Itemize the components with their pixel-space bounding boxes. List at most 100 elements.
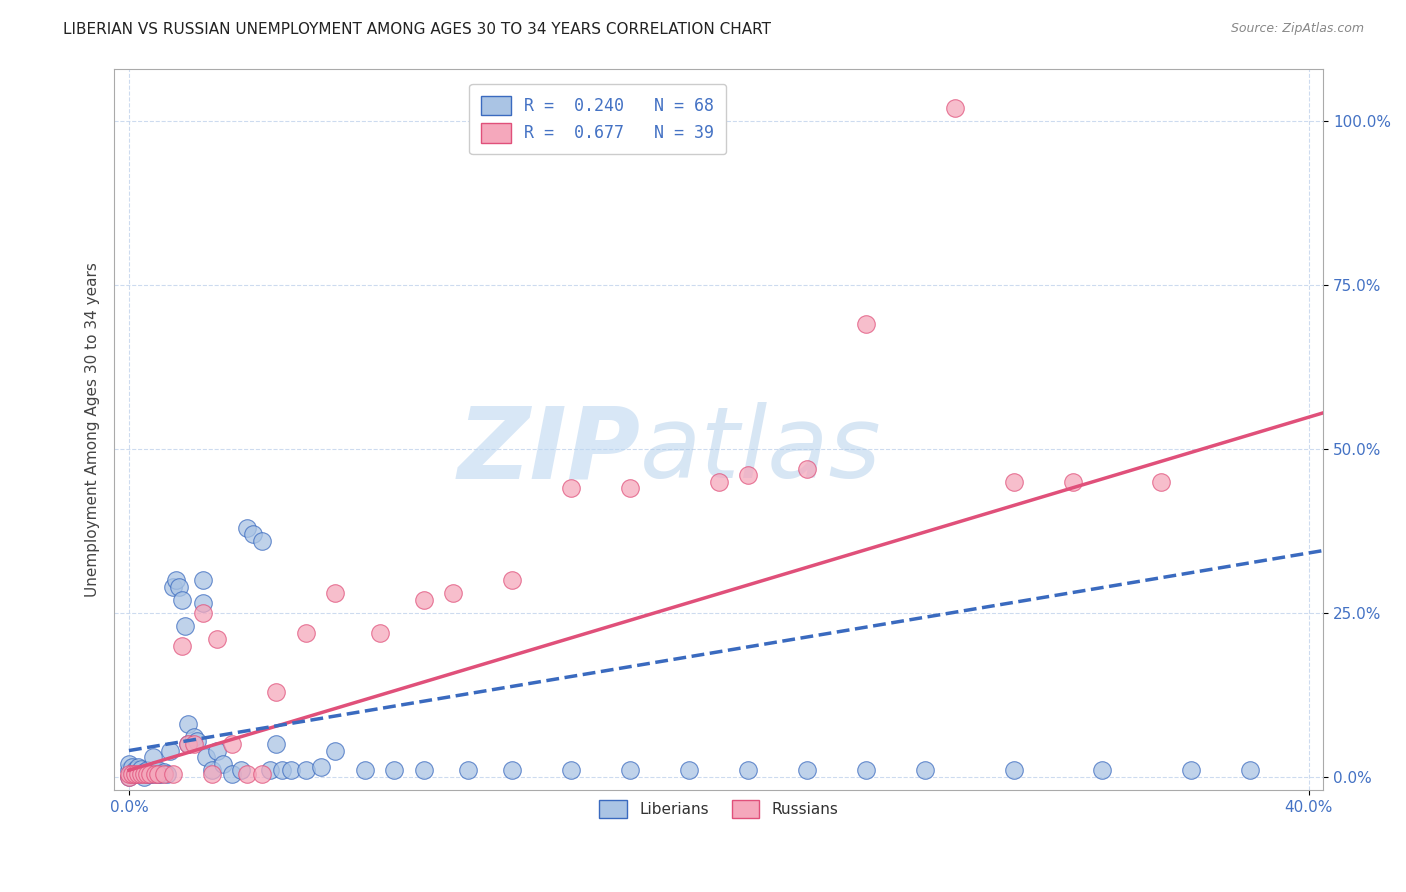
Point <box>191 596 214 610</box>
Point <box>295 625 318 640</box>
Point <box>1180 763 1202 777</box>
Point <box>145 763 167 777</box>
Point <box>141 750 163 764</box>
Point <box>271 763 294 777</box>
Point <box>118 756 141 771</box>
Point <box>737 468 759 483</box>
Point <box>135 766 157 780</box>
Point <box>1091 763 1114 777</box>
Point <box>280 763 302 777</box>
Point <box>153 766 176 780</box>
Point <box>560 481 582 495</box>
Point <box>162 766 184 780</box>
Point <box>118 763 141 777</box>
Point <box>501 763 523 777</box>
Point <box>132 766 155 780</box>
Point <box>382 763 405 777</box>
Point <box>353 763 375 777</box>
Point <box>441 586 464 600</box>
Point <box>177 737 200 751</box>
Point <box>207 632 229 646</box>
Point <box>855 318 877 332</box>
Point <box>943 101 966 115</box>
Point <box>121 766 143 780</box>
Point <box>148 766 170 780</box>
Point <box>148 763 170 777</box>
Point <box>325 586 347 600</box>
Point <box>138 766 160 780</box>
Point <box>457 763 479 777</box>
Point <box>266 684 288 698</box>
Point <box>1062 475 1084 489</box>
Point <box>309 760 332 774</box>
Point <box>250 766 273 780</box>
Point <box>501 573 523 587</box>
Point <box>124 763 146 777</box>
Text: Source: ZipAtlas.com: Source: ZipAtlas.com <box>1230 22 1364 36</box>
Text: ZIP: ZIP <box>457 402 640 500</box>
Point <box>156 766 179 780</box>
Point <box>560 763 582 777</box>
Point <box>167 580 190 594</box>
Point <box>191 573 214 587</box>
Point <box>236 520 259 534</box>
Point <box>855 763 877 777</box>
Point <box>1002 763 1025 777</box>
Point <box>183 731 205 745</box>
Point <box>191 606 214 620</box>
Point <box>221 766 243 780</box>
Point <box>177 737 200 751</box>
Point <box>177 717 200 731</box>
Point <box>174 619 197 633</box>
Point <box>121 766 143 780</box>
Point <box>1239 763 1261 777</box>
Point <box>221 737 243 751</box>
Point <box>145 766 167 780</box>
Point <box>259 763 281 777</box>
Point <box>127 766 149 780</box>
Point <box>170 592 193 607</box>
Point <box>153 764 176 779</box>
Point <box>127 764 149 779</box>
Point <box>132 770 155 784</box>
Point <box>737 763 759 777</box>
Point <box>132 764 155 779</box>
Point <box>796 763 818 777</box>
Point <box>200 763 222 777</box>
Point <box>165 573 187 587</box>
Point <box>1150 475 1173 489</box>
Point <box>295 763 318 777</box>
Point <box>368 625 391 640</box>
Text: LIBERIAN VS RUSSIAN UNEMPLOYMENT AMONG AGES 30 TO 34 YEARS CORRELATION CHART: LIBERIAN VS RUSSIAN UNEMPLOYMENT AMONG A… <box>63 22 772 37</box>
Point <box>1002 475 1025 489</box>
Point <box>118 766 141 780</box>
Point <box>159 743 181 757</box>
Point <box>141 766 163 780</box>
Point <box>236 766 259 780</box>
Point <box>266 737 288 751</box>
Legend: Liberians, Russians: Liberians, Russians <box>592 793 846 826</box>
Point <box>124 766 146 780</box>
Point <box>127 760 149 774</box>
Point <box>138 766 160 780</box>
Point <box>124 766 146 780</box>
Point <box>707 475 730 489</box>
Point <box>325 743 347 757</box>
Point <box>129 766 152 780</box>
Point <box>914 763 936 777</box>
Point <box>229 763 252 777</box>
Point <box>183 737 205 751</box>
Point <box>118 770 141 784</box>
Point <box>170 639 193 653</box>
Point <box>148 766 170 780</box>
Point <box>796 461 818 475</box>
Point <box>194 750 217 764</box>
Point <box>678 763 700 777</box>
Point <box>135 763 157 777</box>
Point <box>619 481 641 495</box>
Point <box>619 763 641 777</box>
Point <box>412 592 434 607</box>
Point <box>162 580 184 594</box>
Point <box>118 770 141 784</box>
Point <box>207 743 229 757</box>
